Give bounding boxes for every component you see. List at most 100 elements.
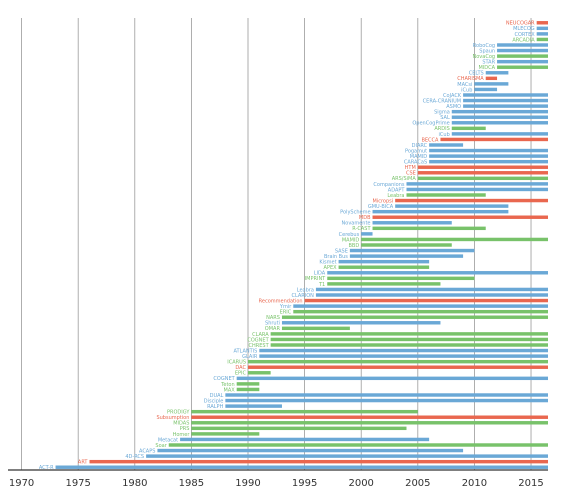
bar-label: Metacat [158, 437, 178, 443]
bar-label: Cerebus [339, 232, 360, 238]
bar [463, 104, 548, 108]
bar [191, 432, 260, 436]
bar-label: ERIC [280, 310, 292, 316]
bar-label: MIDCA [478, 65, 495, 71]
x-tick-label: 2000 [348, 478, 373, 489]
x-tick-label: 1990 [235, 478, 260, 489]
bar-label: ASMO [446, 104, 461, 110]
bar-label: Teton [220, 382, 234, 388]
bar [157, 448, 464, 453]
bar [315, 293, 548, 297]
bar [304, 298, 548, 303]
bar-label: MLECOG [513, 26, 535, 32]
bar [372, 215, 548, 219]
bar [451, 132, 548, 136]
bar-label: Kismet [319, 260, 336, 266]
bar-label: MIDAS [173, 421, 189, 427]
bar-label: T1 [318, 282, 325, 288]
bar-label: Ymir [279, 304, 292, 310]
bar [451, 126, 486, 131]
bar [259, 354, 548, 358]
bar-label: CARACaS [404, 160, 427, 166]
bar-label: BECCA [421, 137, 439, 143]
bar-label: Brain Bus [324, 254, 348, 260]
bar-label: NovaCog [473, 54, 496, 60]
bar [191, 426, 407, 431]
bar-label: CERA-CRANIUM [423, 98, 461, 104]
bar [349, 248, 475, 253]
bar [248, 359, 548, 364]
bar-label: NEUCOGAR [506, 21, 535, 27]
bar-label: ICARUS [227, 360, 246, 366]
bar [225, 398, 548, 403]
x-tick-label: 1975 [65, 478, 90, 489]
bar [259, 348, 548, 353]
bar [485, 71, 509, 75]
x-tick-label: 1985 [179, 478, 204, 489]
bar [406, 182, 548, 186]
bar-label: Leabra [387, 193, 404, 199]
bar-label: RALPH [207, 404, 223, 410]
bar [236, 387, 260, 392]
bar [451, 121, 548, 125]
bar-label: APEX [324, 265, 338, 271]
bar [372, 226, 486, 231]
bar [372, 209, 509, 214]
bar-label: CSE [406, 171, 416, 177]
bar-label: iCub [461, 87, 472, 93]
bar-label: Companions [373, 182, 404, 188]
x-tick-label: 2015 [518, 478, 543, 489]
bar [417, 165, 548, 169]
bar [451, 109, 548, 114]
bar [406, 187, 548, 192]
bar [536, 26, 548, 31]
bar-label: DAC [235, 365, 246, 371]
bar [497, 43, 548, 47]
bar [429, 154, 548, 158]
bar [497, 59, 548, 64]
bar-label: Soar [155, 443, 167, 449]
bar-label: OpenCogPrime [412, 121, 449, 127]
x-tick-label: 1995 [292, 478, 317, 489]
bar-label: ART [78, 460, 89, 466]
bar [225, 393, 548, 397]
bar [361, 232, 373, 236]
bar [236, 376, 548, 381]
bar-label: MDB [359, 215, 371, 221]
x-tick-label: 2010 [462, 478, 487, 489]
bar-label: IMPRINT [305, 276, 326, 282]
bar [293, 304, 548, 308]
bar [225, 404, 282, 408]
bar-label: Pogamut [405, 148, 427, 154]
bar-label: OMAR [265, 326, 281, 332]
bar [191, 415, 548, 419]
bar [451, 115, 548, 119]
bar [281, 315, 548, 319]
bar-label: MACsi [457, 82, 472, 88]
bar [395, 198, 548, 203]
bar [406, 193, 486, 197]
bar [497, 65, 548, 69]
bar-label: BBD [348, 243, 359, 249]
bar-label: PRODIGY [167, 410, 190, 416]
bar-label: Spaun [479, 48, 495, 54]
bar-label: ACAPS [139, 448, 155, 454]
bar-labels: NEUCOGARMLECOGCORTEXARCADIARoboCogSpaunN… [39, 21, 535, 471]
bar [146, 454, 548, 458]
bar-label: Sigma [434, 110, 450, 116]
bar [168, 443, 549, 447]
bar-label: CoJACK [443, 93, 462, 99]
bar [361, 237, 548, 242]
bar-label: Shruti [265, 321, 280, 327]
bar [417, 171, 548, 175]
bar-series [55, 21, 549, 469]
bar [281, 321, 441, 325]
bar [536, 32, 548, 36]
bar [474, 82, 509, 86]
bar [281, 326, 350, 331]
bar [327, 276, 475, 281]
bar [497, 48, 548, 53]
bar [270, 343, 548, 347]
bar-label: ADAPT [388, 187, 406, 193]
